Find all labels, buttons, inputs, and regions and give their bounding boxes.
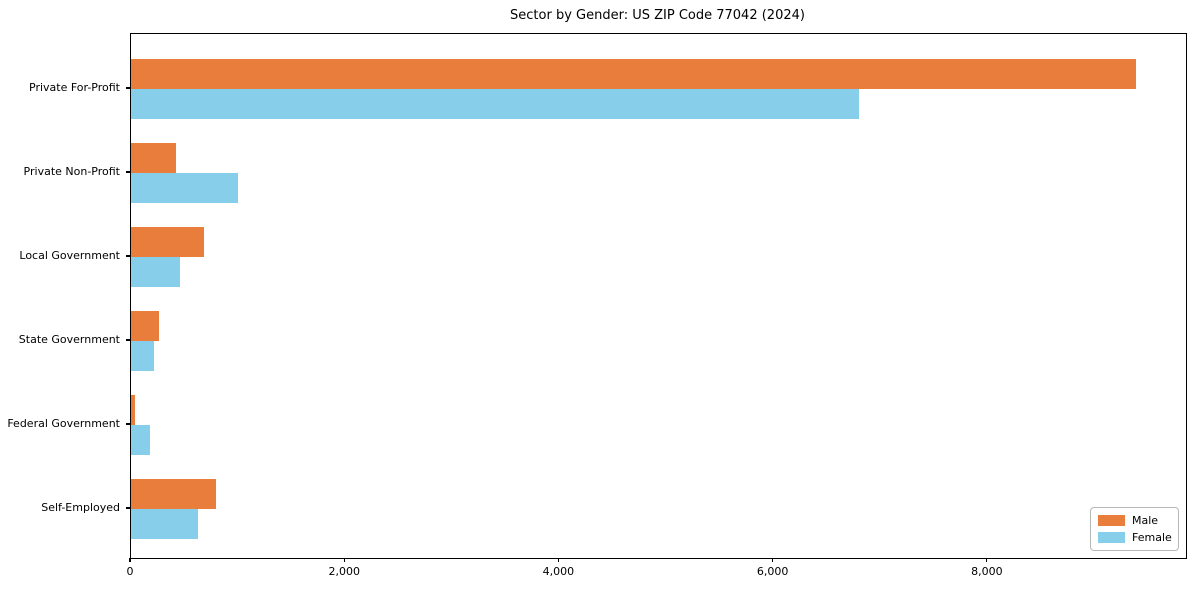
ytick-mark-state-government <box>126 339 130 341</box>
bar-female-state-government <box>131 341 155 371</box>
legend-swatch-male <box>1098 515 1125 526</box>
ytick-mark-private-for-profit <box>126 87 130 89</box>
bar-male-self-employed <box>131 479 216 509</box>
ytick-label-private-non-profit: Private Non-Profit <box>23 165 120 178</box>
bar-male-private-for-profit <box>131 59 1136 89</box>
xtick-label-8,000: 8,000 <box>971 565 1003 578</box>
xtick-label-6,000: 6,000 <box>756 565 789 578</box>
xtick-label-2,000: 2,000 <box>328 565 360 578</box>
bar-female-self-employed <box>131 509 199 539</box>
bar-male-private-non-profit <box>131 143 176 173</box>
ytick-label-local-government: Local Government <box>19 249 120 262</box>
xtick-mark-0 <box>129 558 131 563</box>
xtick-mark-4,000 <box>557 558 559 563</box>
legend-swatch-female <box>1098 532 1125 543</box>
plot-area <box>130 33 1187 559</box>
bar-male-federal-government <box>131 395 136 425</box>
bar-female-federal-government <box>131 425 151 455</box>
xtick-label-4,000: 4,000 <box>542 565 575 578</box>
xtick-mark-8,000 <box>986 558 988 563</box>
bar-female-local-government <box>131 257 181 287</box>
legend: Male Female <box>1090 507 1179 551</box>
legend-row-female: Female <box>1091 531 1178 544</box>
chart-title: Sector by Gender: US ZIP Code 77042 (202… <box>510 8 805 23</box>
legend-label-male: Male <box>1132 514 1159 527</box>
ytick-label-state-government: State Government <box>18 333 120 346</box>
ytick-label-private-for-profit: Private For-Profit <box>29 81 120 94</box>
ytick-mark-federal-government <box>126 423 130 425</box>
bar-female-private-non-profit <box>131 173 239 203</box>
bar-male-state-government <box>131 311 159 341</box>
xtick-mark-2,000 <box>343 558 345 563</box>
bar-male-local-government <box>131 227 204 257</box>
bar-female-private-for-profit <box>131 89 860 119</box>
legend-label-female: Female <box>1132 531 1172 544</box>
ytick-mark-self-employed <box>126 507 130 509</box>
legend-row-male: Male <box>1091 514 1178 527</box>
ytick-label-self-employed: Self-Employed <box>41 501 120 514</box>
ytick-mark-private-non-profit <box>126 171 130 173</box>
ytick-mark-local-government <box>126 255 130 257</box>
ytick-label-federal-government: Federal Government <box>7 417 120 430</box>
xtick-mark-6,000 <box>772 558 774 563</box>
xtick-label-0: 0 <box>126 565 134 578</box>
